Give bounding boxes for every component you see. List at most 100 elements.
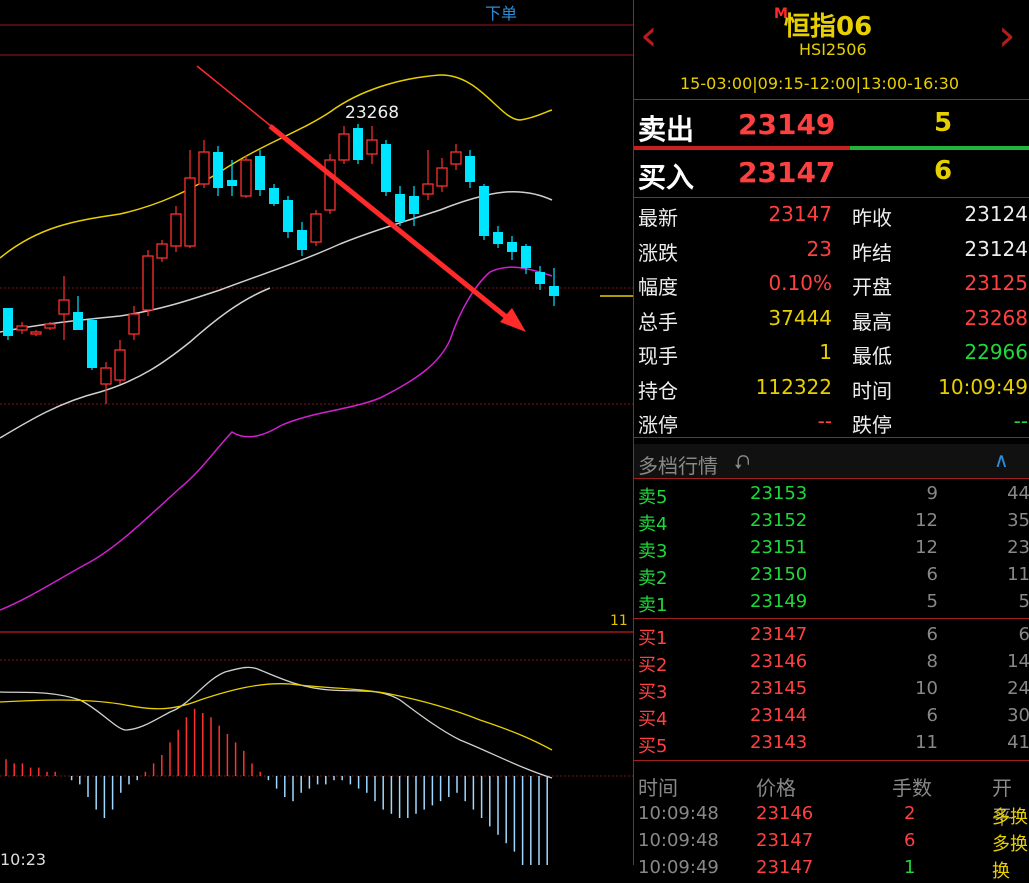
macd-dea-line [0, 683, 553, 751]
ask-level-total: 44 [1007, 483, 1029, 504]
time-axis-label: 10:23 [0, 850, 47, 865]
candle-body [213, 152, 223, 188]
candle-body [198, 151, 210, 185]
bid-level-price[interactable]: 23145 [750, 678, 808, 699]
bid-level-qty: 11 [915, 732, 938, 753]
bid-level-price[interactable]: 23144 [750, 705, 808, 726]
quote-value: 23268 [964, 305, 1028, 330]
quote-value: 23 [806, 236, 832, 261]
boll-lower-line [0, 266, 553, 611]
ask-level-qty: 5 [926, 591, 938, 612]
next-contract-icon[interactable]: › [998, 10, 1016, 61]
divider [634, 478, 1029, 479]
divider [634, 760, 1029, 761]
bid-level-qty: 6 [926, 705, 938, 726]
quote-value: 23125 [964, 271, 1028, 295]
ask-level-label: 卖1 [638, 595, 668, 616]
tick-price: 23146 [756, 803, 814, 824]
boll-upper-line [0, 74, 553, 259]
divider [634, 437, 1029, 438]
candle-body [479, 186, 489, 236]
quote-value: 23147 [768, 202, 832, 226]
ask-level-price[interactable]: 23153 [750, 483, 808, 504]
trend-arrow-head [500, 308, 526, 332]
bid-level-total: 30 [1007, 705, 1029, 726]
quote-label: 昨收 [852, 206, 892, 230]
tick-price: 23147 [756, 857, 814, 878]
tick-qty: 2 [904, 803, 916, 824]
quote-label: 现手 [638, 344, 678, 368]
tick-type-header: 开平 [992, 776, 1012, 829]
quote-label: 跌停 [852, 413, 892, 437]
tick-time-header: 时间 [638, 776, 678, 800]
bid-level-label: 买4 [638, 709, 668, 730]
kline-chart[interactable]: 下单 23268 11 10:23 [0, 0, 633, 865]
place-order-button[interactable]: 下单 [485, 4, 518, 23]
quote-label: 涨跌 [638, 240, 678, 265]
ask-level-total: 5 [1018, 591, 1029, 612]
quote-value: 23124 [964, 236, 1028, 261]
ask-level-price[interactable]: 23152 [750, 510, 808, 531]
ask-level-price[interactable]: 23150 [750, 564, 808, 585]
ask-label: 卖出 [638, 113, 695, 146]
quote-value: 23124 [964, 202, 1028, 226]
ask-level-total: 23 [1007, 537, 1029, 558]
boll-mid-line [0, 190, 553, 333]
candle-body [128, 313, 140, 335]
quote-value: 1 [819, 340, 832, 364]
kline-chart-svg [0, 24, 633, 865]
ask-qty: 5 [934, 108, 953, 138]
quote-value: 22966 [964, 340, 1028, 364]
candle-body [73, 312, 83, 330]
ask-price[interactable]: 23149 [738, 108, 836, 141]
quote-value: -- [817, 409, 832, 433]
bid-level-label: 买5 [638, 736, 668, 757]
ask-level-price[interactable]: 23149 [750, 591, 808, 612]
bid-level-label: 买1 [638, 628, 668, 649]
ask-level-label: 卖5 [638, 487, 668, 508]
contract-name: 恒指06 [784, 12, 873, 42]
bid-level-price[interactable]: 23147 [750, 624, 808, 645]
candle-body [310, 213, 322, 243]
ask-level-qty: 9 [926, 483, 938, 504]
bid-level-label: 买3 [638, 682, 668, 703]
candle-body [184, 177, 196, 247]
candle-body [436, 167, 448, 187]
quote-value: 0.10% [768, 271, 832, 295]
candle-body [240, 159, 252, 197]
bid-strength-bar [634, 146, 850, 150]
bid-level-qty: 10 [915, 678, 938, 699]
quote-label: 昨结 [852, 240, 892, 265]
bid-level-total: 24 [1007, 678, 1029, 699]
main-contract-badge: M [774, 6, 788, 22]
ask-level-label: 卖4 [638, 514, 668, 535]
candle-body [535, 272, 545, 284]
ask-level-total: 35 [1007, 510, 1029, 531]
candle-body [324, 159, 336, 211]
ask-level-price[interactable]: 23151 [750, 537, 808, 558]
bid-level-qty: 6 [926, 624, 938, 645]
prev-contract-icon[interactable]: ‹ [640, 10, 658, 61]
candle-body [3, 308, 13, 336]
boll-mid-tail-line [0, 287, 271, 439]
quote-label: 幅度 [638, 275, 678, 299]
bid-label: 买入 [638, 161, 695, 194]
tick-type: 多换 [992, 834, 1028, 855]
tick-price: 23147 [756, 830, 814, 851]
depth-header[interactable]: 多档行情 ⮏ ∧ [634, 444, 1029, 478]
candle-body [366, 139, 378, 155]
tick-type: 多换 [992, 807, 1028, 828]
bid-level-price[interactable]: 23146 [750, 651, 808, 672]
double-chevron-down-icon[interactable]: ⮏ [734, 450, 751, 474]
tick-type: 换 [992, 861, 1010, 882]
candle-body [549, 286, 559, 296]
bid-level-price[interactable]: 23143 [750, 732, 808, 753]
candle-body [114, 349, 126, 381]
chevron-up-icon[interactable]: ∧ [994, 448, 1009, 472]
divider [634, 618, 1029, 619]
tick-qty: 6 [904, 830, 916, 851]
ask-level-label: 卖3 [638, 541, 668, 562]
bid-level-label: 买2 [638, 655, 668, 676]
ask-level-label: 卖2 [638, 568, 668, 589]
bid-price[interactable]: 23147 [738, 156, 836, 189]
